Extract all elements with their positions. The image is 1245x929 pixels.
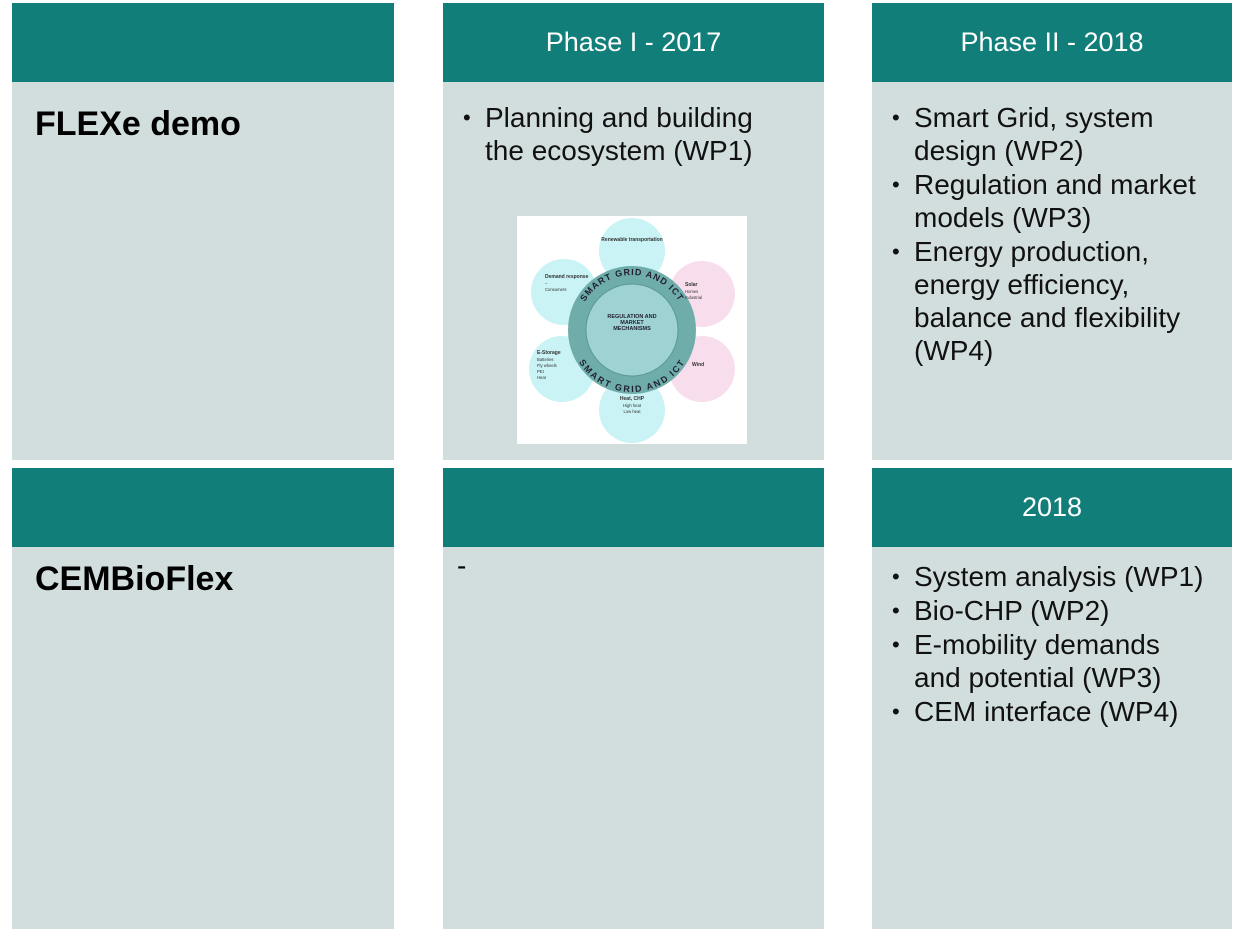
row-name: CEMBioFlex [35, 560, 234, 598]
node-text: Homes [685, 289, 698, 294]
bullet: CEM interface (WP4) [892, 695, 1210, 728]
node-text: – [545, 281, 548, 286]
bullet: Bio-CHP (WP2) [892, 594, 1210, 627]
bullet-list: Smart Grid, system design (WP2) Regulati… [892, 101, 1210, 368]
cell: - [443, 468, 824, 929]
row-label-cell: FLEXe demo [12, 3, 394, 460]
bullet: System analysis (WP1) [892, 560, 1210, 593]
bullet-list: Planning and building the ecosystem (WP1… [463, 101, 763, 168]
node-text: Solar [685, 282, 698, 288]
node-text: Industrial [685, 295, 702, 300]
bullet: Smart Grid, system design (WP2) [892, 101, 1210, 167]
header-band [12, 468, 394, 547]
node-text: Wind [692, 362, 704, 368]
ecosystem-figure: SMART GRID AND ICT SMART GRID AND ICT RE… [517, 216, 747, 444]
cell-header: 2018 [872, 468, 1232, 547]
node-text: PEt [537, 369, 545, 374]
cell: Phase I - 2017 Planning and building the… [443, 3, 824, 460]
cell: Phase II - 2018 Smart Grid, system desig… [872, 3, 1232, 460]
node-text: High heat [623, 403, 642, 408]
bullet: Energy production, energy efficiency, ba… [892, 235, 1210, 367]
cell: 2018 System analysis (WP1) Bio-CHP (WP2)… [872, 468, 1232, 929]
bullet: Regulation and market models (WP3) [892, 168, 1210, 234]
bullet: Planning and building the ecosystem (WP1… [463, 101, 763, 167]
node-text: Demand response [545, 274, 589, 280]
node-text: Heat, CHP [620, 396, 645, 402]
node-text: Low heat [624, 409, 642, 414]
cell-text: - [457, 550, 467, 581]
bullet: E-mobility demands and potential (WP3) [892, 628, 1210, 694]
row-name: FLEXe demo [35, 105, 241, 143]
node-text: Consumers [545, 287, 566, 292]
bullet-list: System analysis (WP1) Bio-CHP (WP2) E-mo… [892, 560, 1210, 729]
node-text: Heat [537, 375, 547, 380]
row-label-cell: CEMBioFlex [12, 468, 394, 929]
header-band [12, 3, 394, 82]
node-text: Batteries [537, 357, 554, 362]
header-band [443, 468, 824, 547]
center-label: REGULATION AND MARKET MECHANISMS [607, 314, 657, 332]
cell-header: Phase I - 2017 [443, 3, 824, 82]
cell-header: Phase II - 2018 [872, 3, 1232, 82]
node-text: E-Storage [537, 350, 561, 356]
node-text: Renewable transportation [601, 237, 662, 243]
node-text: Fly wheels [537, 363, 557, 368]
